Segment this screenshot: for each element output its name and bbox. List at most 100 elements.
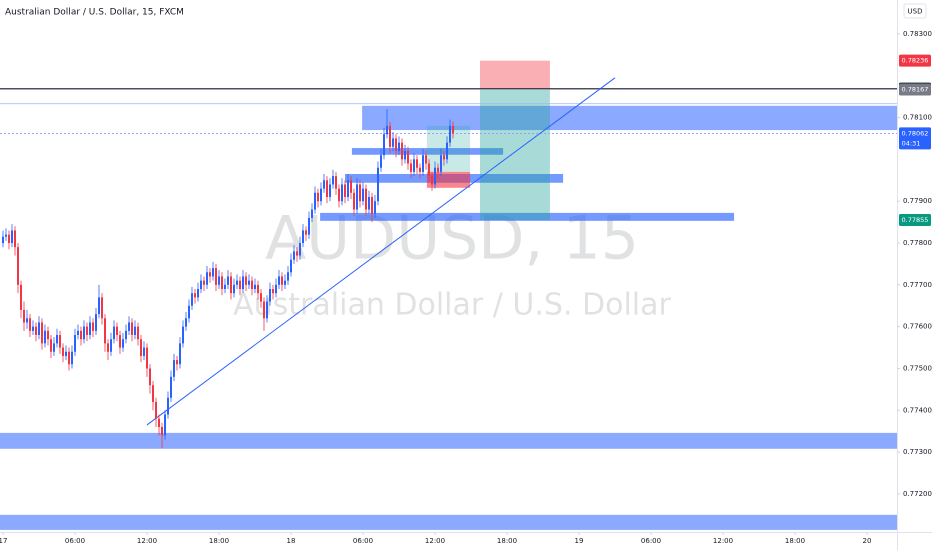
candle-body [440,155,442,172]
candle-body [77,330,79,336]
zone [0,432,897,449]
candle-body [359,184,361,202]
candle-body [308,217,310,235]
candle-body [362,188,364,202]
candle-body [200,280,202,290]
x-tick-label: 18 [287,537,296,545]
candle-body [236,280,238,285]
candle-body [149,368,151,386]
candle-body [5,234,7,237]
candle-body [68,351,70,365]
candle-body [218,276,220,285]
candle-body [341,184,343,202]
x-tick-label: 12:00 [713,537,733,545]
candle-body [104,318,106,344]
x-tick-label: 18:00 [785,537,805,545]
candle-body [134,326,136,336]
zone [362,105,898,131]
currency[interactable]: USD [908,8,923,16]
x-tick-label: 06:00 [65,537,85,545]
candle-body [62,347,64,356]
candle-body [398,142,400,151]
currency-button[interactable] [903,3,927,19]
candle-body [224,284,226,290]
candle-body [287,272,289,281]
candle-body [20,284,22,310]
candle-body [329,184,331,197]
zone [351,148,504,155]
candle-body [116,326,118,336]
x-tick-label: 18:00 [209,537,229,545]
x-tick-label: 06:00 [641,537,661,545]
candle-body [92,322,94,331]
price-tag-label: 0.78236 [902,57,929,65]
x-tick-label: 18:00 [497,537,517,545]
candle-body [125,330,127,340]
candle-body [377,167,379,202]
candle-body [83,326,85,340]
candle-body [32,326,34,331]
candle-body [449,125,451,143]
candle-body [347,180,349,197]
candle-body [173,360,175,377]
candle-body [260,293,262,302]
candle-body [74,335,76,352]
candle-body [275,284,277,294]
candle-body [182,326,184,344]
candle-body [425,155,427,164]
candle-body [350,180,352,193]
candle-body [176,360,178,365]
candle-body [395,138,397,151]
price-tag-label: 0.77855 [902,216,929,224]
candle-body [14,230,16,248]
candle-body [98,297,100,315]
candle-body [452,125,454,134]
candle-body [410,163,412,172]
candle-body [422,155,424,172]
candle-body [2,236,4,243]
price-tag [899,83,931,96]
candle-body [233,284,235,294]
candle-body [326,180,328,197]
candle-body [302,230,304,243]
candle-body [305,230,307,235]
candle-body [320,188,322,202]
candle-body [11,230,13,243]
candle-body [53,343,55,352]
candle-body [164,414,166,436]
candle-body [413,159,415,172]
candle-body [128,322,130,331]
candle-body [239,280,241,290]
price-tag [899,127,931,150]
candle-body [446,142,448,160]
x-tick-label: 12:00 [425,537,445,545]
candle-body [272,289,274,294]
candle-body [206,272,208,285]
candle-body [419,167,421,172]
candle-body [248,280,250,285]
candle-body [380,155,382,168]
candle-body [374,201,376,214]
candle-body [71,351,73,365]
candle-body [41,322,43,344]
candle-body [38,322,40,336]
candle-body [209,272,211,277]
zone [0,514,897,530]
candle-body [230,276,232,294]
candle-body [416,159,418,168]
candle-body [317,192,319,202]
price-tag [899,54,931,67]
candle-body [86,326,88,336]
y-tick-label: 0.77500 [903,364,932,372]
candle-body [296,251,298,256]
candle-body [119,335,121,348]
candle-body [44,330,46,344]
zone [426,125,471,172]
candle-body [371,196,373,214]
x-tick-label: 06:00 [353,537,373,545]
candle-body [131,322,133,336]
candle-body [299,242,301,256]
plot-area [0,60,898,530]
